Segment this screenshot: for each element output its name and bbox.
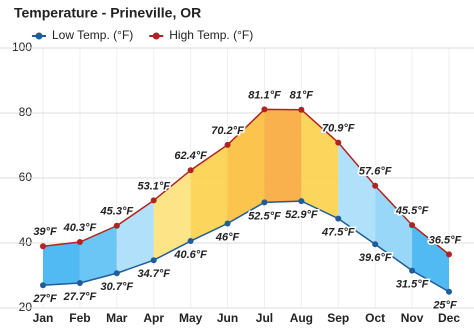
legend-label: High Temp. (°F) <box>169 28 253 42</box>
range-fill <box>301 109 339 219</box>
data-point <box>298 106 305 113</box>
data-point <box>261 199 268 206</box>
value-label: 39°F <box>33 226 57 238</box>
range-fill <box>338 142 376 245</box>
value-label: 40.3°F <box>63 222 97 234</box>
y-tick-label: 20 <box>19 300 33 314</box>
data-point <box>40 243 46 250</box>
data-point <box>335 139 342 146</box>
data-point <box>224 220 231 227</box>
legend-marker <box>35 32 43 40</box>
x-tick-label: Jun <box>217 311 238 325</box>
data-point <box>446 288 452 295</box>
value-label: 27°F <box>32 293 57 305</box>
data-point <box>150 197 157 204</box>
value-label: 52.5°F <box>248 210 281 222</box>
value-label: 36.5°F <box>429 234 462 246</box>
value-label: 81°F <box>290 90 314 102</box>
data-point <box>76 239 83 246</box>
data-point <box>40 282 46 289</box>
x-tick-label: Dec <box>438 311 460 325</box>
x-tick-label: Sep <box>327 311 349 325</box>
value-label: 45.5°F <box>395 205 429 217</box>
chart-title: Temperature - Prineville, OR <box>14 5 201 21</box>
legend-label: Low Temp. (°F) <box>52 28 133 42</box>
series-line <box>42 108 450 255</box>
x-tick-label: Oct <box>365 311 385 325</box>
value-label: 39.6°F <box>359 252 392 264</box>
value-label: 30.7°F <box>101 281 134 293</box>
range-fill <box>79 225 117 283</box>
value-label: 52.9°F <box>285 209 318 221</box>
y-tick-label: 100 <box>12 40 32 54</box>
x-tick-label: Jul <box>256 311 273 325</box>
range-fill <box>43 242 80 286</box>
value-label: 46°F <box>215 231 240 243</box>
data-point <box>113 270 120 277</box>
y-tick-label: 60 <box>19 170 33 184</box>
data-point <box>261 106 268 113</box>
value-label: 45.3°F <box>100 206 134 218</box>
data-point <box>372 182 379 189</box>
x-tick-label: May <box>179 311 203 325</box>
value-label: 31.5°F <box>396 279 429 291</box>
range-fill <box>264 109 302 203</box>
data-point <box>187 238 194 245</box>
x-tick-label: Jan <box>33 311 54 325</box>
value-label: 57.6°F <box>359 166 392 178</box>
x-tick-label: Aug <box>290 311 313 325</box>
y-tick-label: 40 <box>19 235 33 249</box>
value-label: 40.6°F <box>173 249 207 261</box>
data-point <box>409 267 416 274</box>
data-point <box>409 222 416 229</box>
x-tick-label: Apr <box>143 311 164 325</box>
value-label: 62.4°F <box>174 150 207 162</box>
y-tick-label: 80 <box>19 105 33 119</box>
data-point <box>224 141 231 148</box>
value-label: 70.9°F <box>322 122 355 134</box>
data-point <box>372 241 379 248</box>
value-label: 27.7°F <box>63 291 97 303</box>
x-tick-label: Feb <box>69 311 90 325</box>
data-point <box>150 257 157 264</box>
series-line <box>42 200 450 293</box>
value-label: 70.2°F <box>211 125 244 137</box>
data-point <box>187 167 194 174</box>
legend-marker <box>152 32 160 40</box>
value-label: 25°F <box>432 300 457 312</box>
data-point <box>446 251 452 258</box>
range-fill <box>190 144 228 242</box>
value-label: 34.7°F <box>137 268 170 280</box>
x-tick-label: Nov <box>401 311 424 325</box>
range-fill <box>153 170 191 261</box>
data-point <box>298 198 305 205</box>
value-label: 47.5°F <box>321 227 355 239</box>
range-fill <box>227 109 265 224</box>
value-label: 53.1°F <box>137 180 170 192</box>
range-fill <box>116 200 154 274</box>
data-point <box>113 222 120 229</box>
range-fill <box>375 185 413 271</box>
data-point <box>335 215 342 222</box>
data-point <box>76 279 83 286</box>
x-tick-label: Mar <box>106 311 128 325</box>
value-label: 81.1°F <box>248 89 281 101</box>
